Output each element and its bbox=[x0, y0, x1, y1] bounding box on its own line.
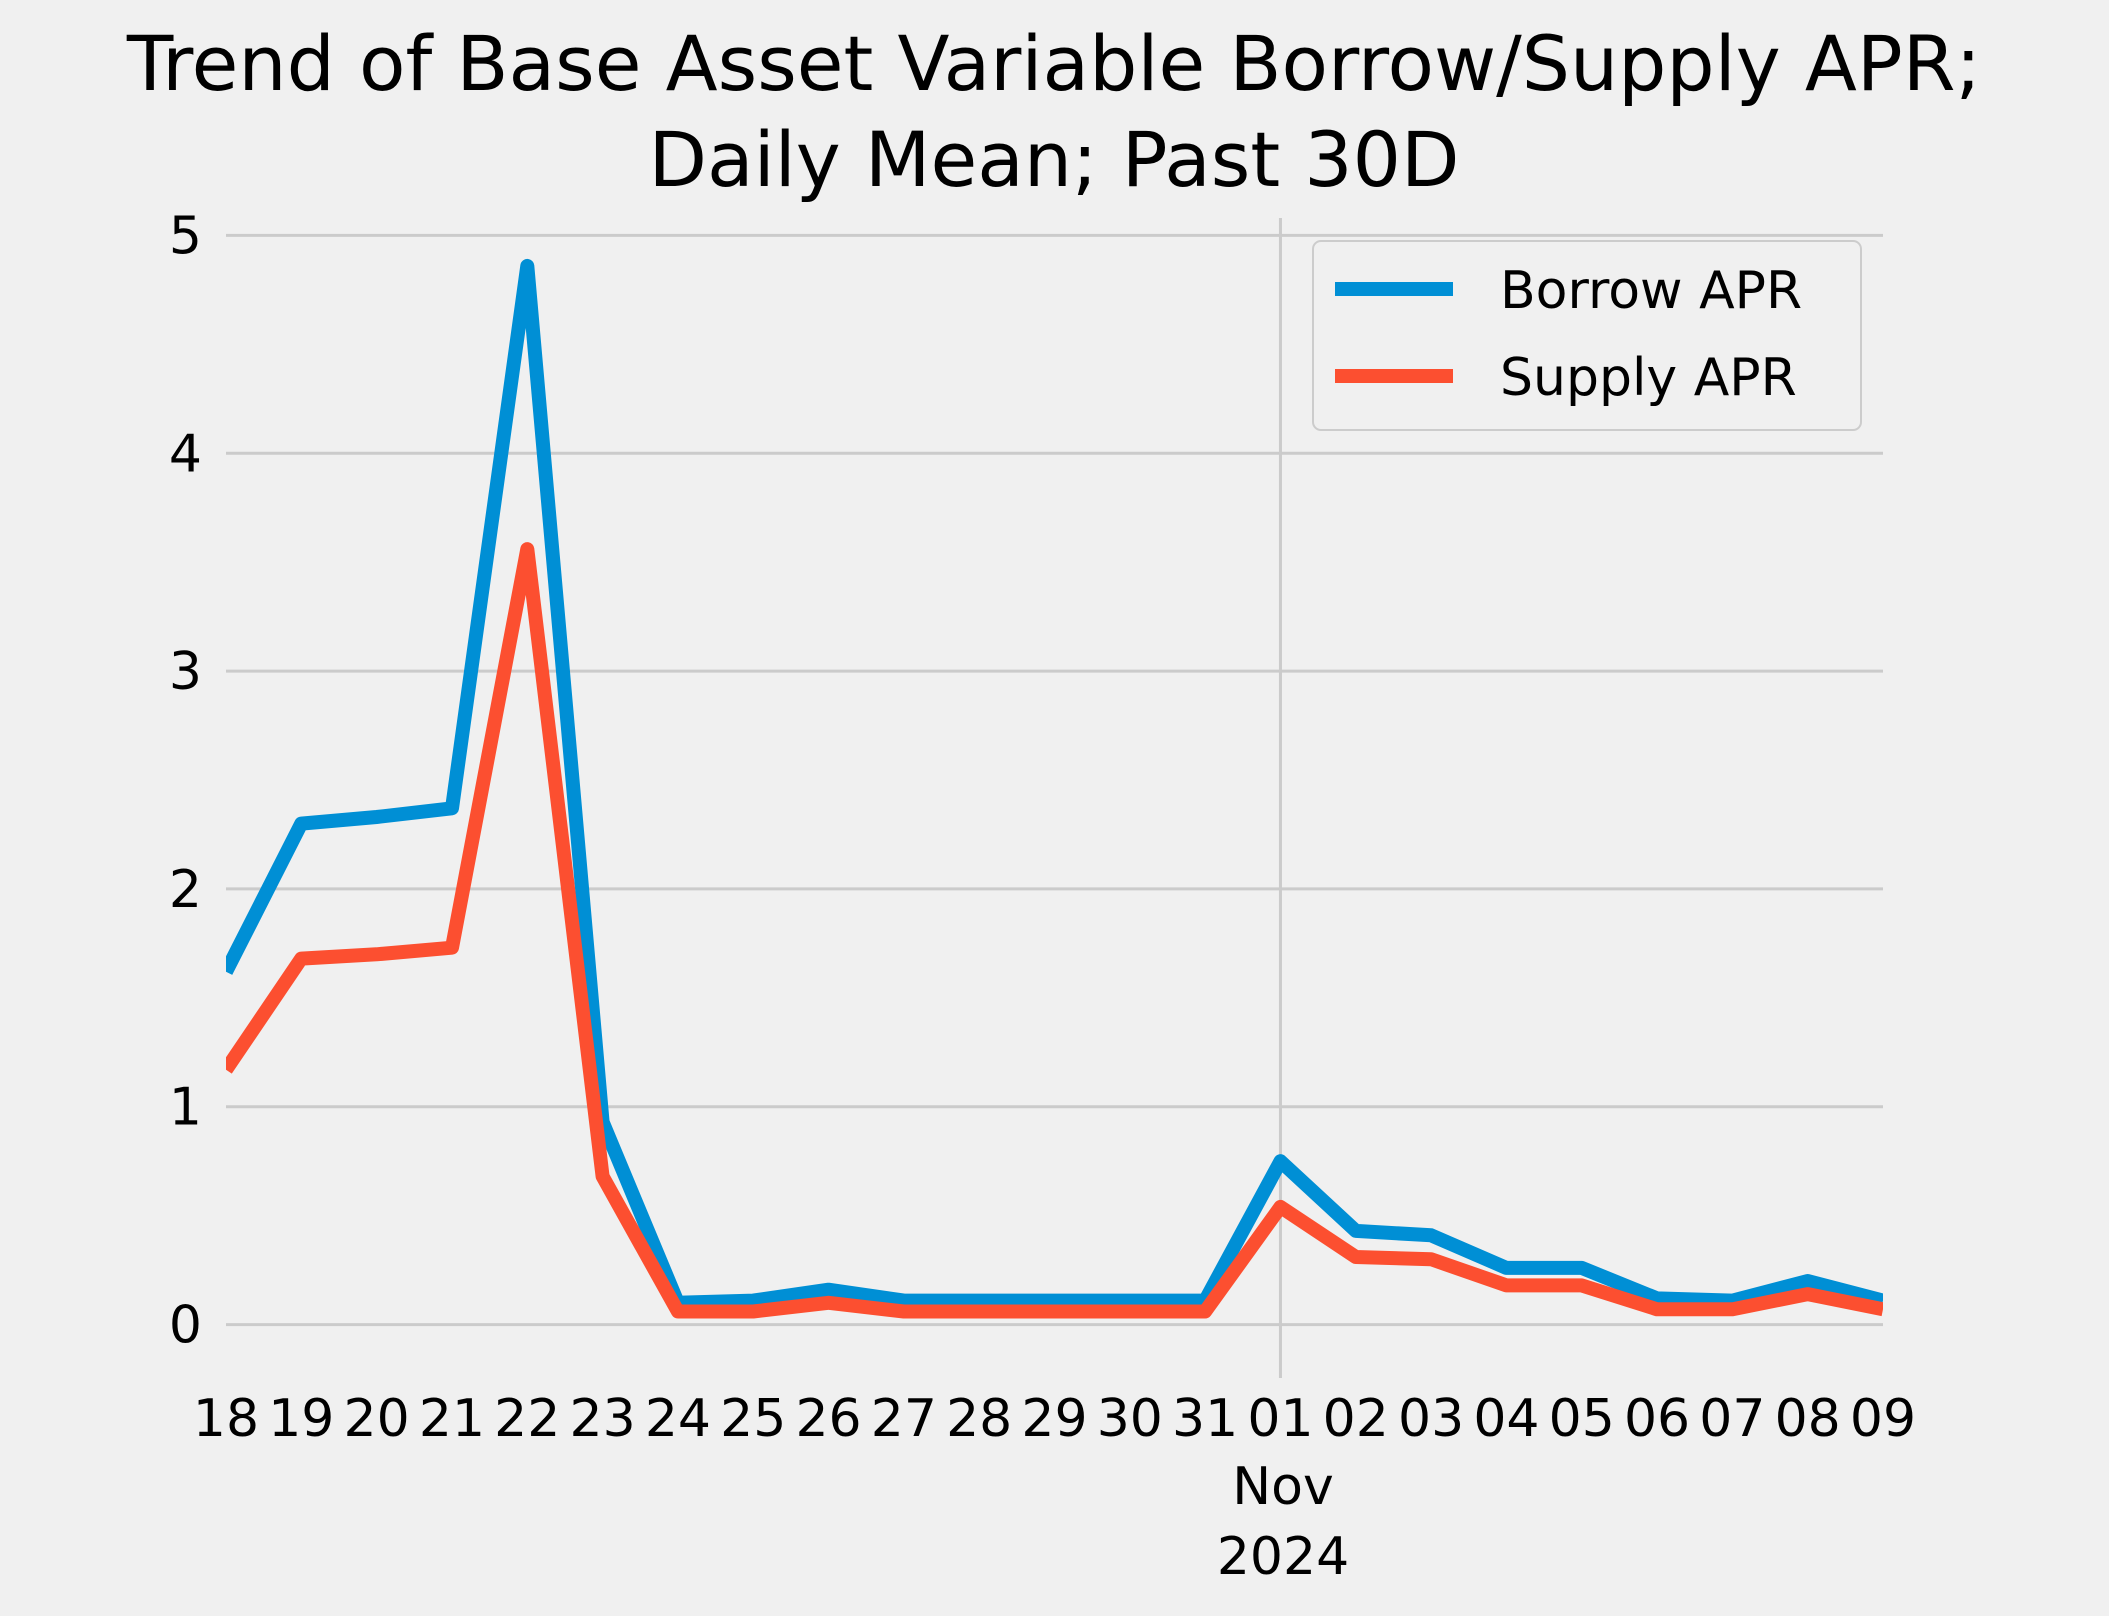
x-tick-label: 25 bbox=[720, 1389, 786, 1449]
x-tick-label: 03 bbox=[1398, 1389, 1464, 1449]
x-tick-label: 22 bbox=[494, 1389, 560, 1449]
y-axis-ticks: 0 1 2 3 4 5 bbox=[169, 206, 202, 1355]
x-tick-label: 27 bbox=[871, 1389, 937, 1449]
x-axis-month-label: Nov bbox=[1232, 1457, 1334, 1517]
y-tick-label: 4 bbox=[169, 424, 202, 484]
x-tick-label: 18 bbox=[193, 1389, 259, 1449]
x-tick-label: 24 bbox=[645, 1389, 711, 1449]
x-axis-ticks: 18 19 20 21 22 23 24 25 26 27 28 29 30 31 01 02 03 04 05 06… bbox=[193, 1389, 1916, 1449]
x-tick-label: 06 bbox=[1624, 1389, 1690, 1449]
x-tick-label: 09 bbox=[1850, 1389, 1916, 1449]
y-tick-label: 0 bbox=[169, 1296, 202, 1356]
y-tick-label: 3 bbox=[169, 642, 202, 702]
x-tick-label: 29 bbox=[1021, 1389, 1087, 1449]
x-tick-label: 05 bbox=[1549, 1389, 1615, 1449]
x-tick-label: 26 bbox=[795, 1389, 861, 1449]
x-tick-label: 21 bbox=[419, 1389, 485, 1449]
x-tick-label: 07 bbox=[1699, 1389, 1765, 1449]
x-tick-label: 20 bbox=[344, 1389, 410, 1449]
x-tick-label: 23 bbox=[570, 1389, 636, 1449]
x-tick-label: 08 bbox=[1775, 1389, 1841, 1449]
legend: Borrow APR Supply APR bbox=[1312, 240, 1862, 431]
y-tick-label: 2 bbox=[169, 860, 202, 920]
legend-label-supply-apr: Supply APR bbox=[1500, 348, 1797, 408]
y-tick-label: 1 bbox=[169, 1078, 202, 1138]
x-tick-label: 19 bbox=[268, 1389, 334, 1449]
x-axis-year-label: 2024 bbox=[1217, 1527, 1349, 1587]
legend-label-borrow-apr: Borrow APR bbox=[1500, 261, 1802, 321]
x-tick-label: 31 bbox=[1172, 1389, 1238, 1449]
x-tick-label: 30 bbox=[1097, 1389, 1163, 1449]
chart-title-line-1: Trend of Base Asset Variable Borrow/Supp… bbox=[126, 19, 1981, 108]
x-tick-label: 01 bbox=[1247, 1389, 1313, 1449]
y-tick-label: 5 bbox=[169, 206, 202, 266]
x-tick-label: 02 bbox=[1323, 1389, 1389, 1449]
series-lines bbox=[226, 258, 1883, 1319]
series-line-borrow-apr bbox=[226, 258, 1883, 1310]
chart-title-line-2: Daily Mean; Past 30D bbox=[648, 115, 1459, 204]
series-line-supply-apr bbox=[226, 542, 1883, 1319]
x-tick-label: 04 bbox=[1473, 1389, 1539, 1449]
x-tick-label: 28 bbox=[946, 1389, 1012, 1449]
